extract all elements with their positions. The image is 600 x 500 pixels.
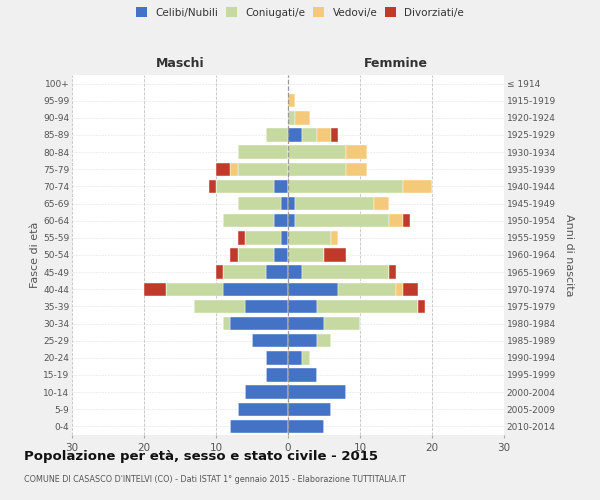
Bar (274, 180, 288, 193)
Bar (288, 351, 302, 364)
Bar (288, 128, 302, 141)
Bar (238, 146, 288, 159)
Bar (324, 317, 360, 330)
Bar (396, 282, 403, 296)
Bar (230, 420, 288, 433)
Text: Femmine: Femmine (364, 57, 428, 70)
Bar (223, 282, 288, 296)
Text: Popolazione per età, sesso e stato civile - 2015: Popolazione per età, sesso e stato civil… (24, 450, 378, 463)
Bar (216, 180, 274, 193)
Legend: Celibi/Nubili, Coniugati/e, Vedovi/e, Divorziati/e: Celibi/Nubili, Coniugati/e, Vedovi/e, Di… (134, 5, 466, 20)
Bar (216, 266, 223, 279)
Bar (288, 368, 317, 382)
Bar (295, 214, 389, 228)
Bar (389, 214, 403, 228)
Bar (266, 368, 288, 382)
Bar (238, 402, 288, 416)
Bar (331, 231, 338, 244)
Bar (302, 351, 310, 364)
Bar (288, 94, 295, 108)
Bar (209, 180, 216, 193)
Bar (266, 351, 288, 364)
Bar (302, 128, 317, 141)
Bar (230, 248, 238, 262)
Bar (403, 180, 432, 193)
Bar (295, 111, 310, 124)
Bar (288, 386, 346, 399)
Bar (302, 266, 389, 279)
Bar (288, 162, 346, 176)
Bar (216, 162, 230, 176)
Bar (346, 146, 367, 159)
Bar (288, 111, 295, 124)
Bar (374, 197, 389, 210)
Bar (317, 128, 331, 141)
Bar (324, 248, 346, 262)
Bar (266, 128, 288, 141)
Bar (403, 214, 410, 228)
Bar (389, 266, 396, 279)
Bar (317, 300, 418, 313)
Bar (317, 334, 331, 347)
Bar (166, 282, 223, 296)
Bar (223, 266, 266, 279)
Bar (288, 197, 295, 210)
Bar (281, 231, 288, 244)
Bar (252, 334, 288, 347)
Bar (295, 197, 374, 210)
Bar (266, 266, 288, 279)
Bar (230, 317, 288, 330)
Bar (288, 266, 302, 279)
Bar (238, 248, 274, 262)
Text: Maschi: Maschi (155, 57, 205, 70)
Bar (418, 300, 425, 313)
Bar (144, 282, 166, 296)
Bar (245, 231, 281, 244)
Bar (238, 162, 288, 176)
Bar (194, 300, 245, 313)
Bar (223, 214, 274, 228)
Bar (288, 317, 324, 330)
Bar (274, 248, 288, 262)
Bar (331, 128, 338, 141)
Bar (288, 180, 403, 193)
Bar (245, 386, 288, 399)
Bar (230, 162, 238, 176)
Bar (403, 282, 418, 296)
Bar (288, 214, 295, 228)
Bar (274, 214, 288, 228)
Bar (346, 162, 367, 176)
Y-axis label: Fasce di età: Fasce di età (30, 222, 40, 288)
Bar (288, 334, 317, 347)
Bar (288, 231, 331, 244)
Bar (288, 300, 317, 313)
Text: COMUNE DI CASASCO D'INTELVI (CO) - Dati ISTAT 1° gennaio 2015 - Elaborazione TUT: COMUNE DI CASASCO D'INTELVI (CO) - Dati … (24, 475, 406, 484)
Bar (288, 146, 346, 159)
Bar (238, 231, 245, 244)
Bar (338, 282, 396, 296)
Bar (288, 402, 331, 416)
Bar (281, 197, 288, 210)
Bar (288, 420, 324, 433)
Bar (223, 317, 230, 330)
Bar (288, 248, 324, 262)
Bar (245, 300, 288, 313)
Bar (238, 197, 281, 210)
Bar (288, 282, 338, 296)
Y-axis label: Anni di nascita: Anni di nascita (565, 214, 574, 296)
